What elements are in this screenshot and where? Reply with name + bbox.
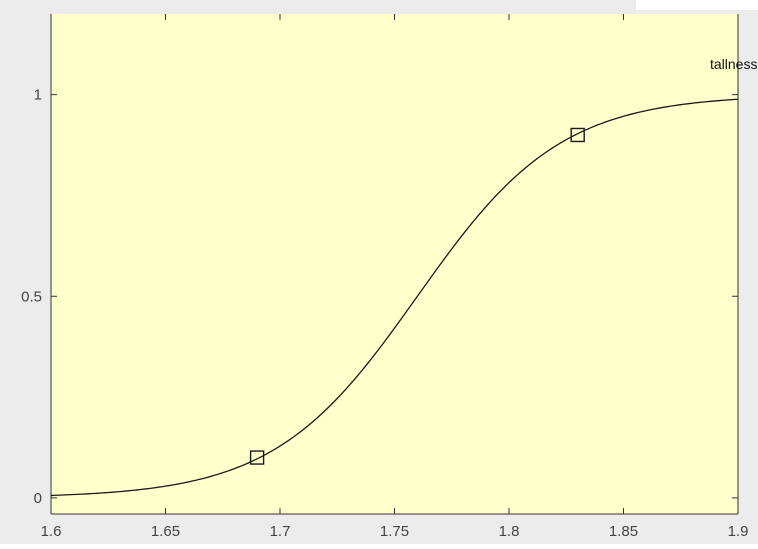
x-tick-label: 1.85	[609, 523, 638, 540]
y-tick-label: 0	[34, 490, 42, 507]
x-tick-label: 1.9	[728, 523, 749, 540]
square-marker	[570, 127, 585, 143]
series-label-tallness: tallness	[710, 56, 757, 72]
y-tick-label: 0.5	[21, 288, 42, 305]
x-tick-label: 1.6	[41, 523, 62, 540]
x-tick-label: 1.65	[151, 523, 180, 540]
plot-area	[51, 14, 738, 514]
series-line-tallness	[50, 98, 739, 497]
figure-corner-panel	[636, 0, 758, 10]
x-tick-label: 1.75	[380, 523, 409, 540]
x-tick-label: 1.8	[499, 523, 520, 540]
square-marker	[249, 450, 265, 465]
x-tick-label: 1.7	[270, 523, 291, 540]
y-tick-label: 1	[34, 87, 42, 104]
